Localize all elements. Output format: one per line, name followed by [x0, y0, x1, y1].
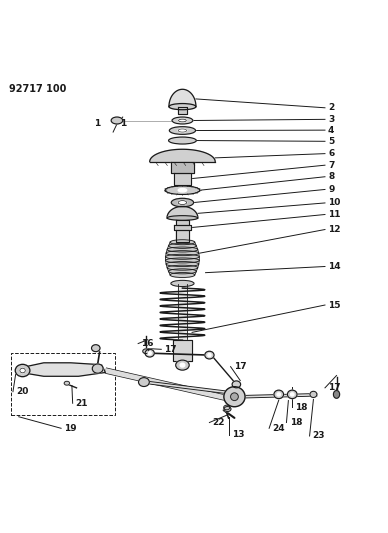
Ellipse shape [139, 378, 149, 386]
Ellipse shape [168, 137, 196, 144]
Ellipse shape [166, 262, 199, 266]
Polygon shape [178, 284, 187, 344]
Ellipse shape [169, 103, 196, 110]
Text: 20: 20 [16, 387, 28, 396]
Text: 11: 11 [328, 210, 341, 219]
Ellipse shape [168, 269, 196, 274]
Text: 19: 19 [64, 424, 77, 433]
Text: 92717 100: 92717 100 [9, 84, 66, 93]
Text: 1: 1 [94, 119, 100, 128]
Ellipse shape [310, 391, 317, 398]
Ellipse shape [170, 240, 195, 245]
Text: 12: 12 [328, 225, 341, 234]
Ellipse shape [172, 117, 193, 124]
Ellipse shape [167, 216, 198, 220]
Polygon shape [178, 107, 187, 114]
Text: 8: 8 [328, 172, 334, 181]
Polygon shape [167, 206, 198, 218]
Text: 4: 4 [328, 126, 334, 135]
Ellipse shape [333, 391, 340, 398]
Ellipse shape [171, 198, 194, 207]
Text: 5: 5 [328, 137, 334, 146]
Text: 17: 17 [165, 345, 177, 354]
Polygon shape [174, 225, 191, 230]
Ellipse shape [166, 254, 199, 259]
Ellipse shape [166, 251, 199, 256]
Polygon shape [17, 363, 106, 376]
Ellipse shape [180, 363, 185, 367]
Ellipse shape [169, 127, 196, 134]
Ellipse shape [166, 258, 199, 263]
Text: 17: 17 [328, 383, 341, 392]
Ellipse shape [223, 405, 230, 410]
Polygon shape [150, 149, 215, 161]
Ellipse shape [230, 393, 238, 401]
Ellipse shape [92, 345, 100, 352]
Ellipse shape [288, 390, 297, 399]
Ellipse shape [224, 407, 231, 411]
Ellipse shape [232, 381, 241, 388]
Ellipse shape [165, 186, 200, 195]
Ellipse shape [167, 247, 198, 252]
Polygon shape [174, 173, 191, 185]
Text: 2: 2 [328, 103, 334, 112]
Text: 9: 9 [328, 185, 334, 194]
Text: 23: 23 [313, 432, 325, 440]
Ellipse shape [170, 272, 195, 278]
Ellipse shape [176, 360, 189, 370]
Text: 14: 14 [328, 262, 341, 271]
Ellipse shape [178, 200, 187, 205]
Text: 6: 6 [328, 149, 334, 158]
Polygon shape [171, 161, 194, 173]
Ellipse shape [111, 117, 123, 124]
Text: 1: 1 [120, 119, 126, 128]
Text: 10: 10 [328, 198, 340, 207]
Ellipse shape [64, 381, 69, 385]
Ellipse shape [15, 365, 30, 377]
Text: 22: 22 [213, 418, 225, 427]
Text: 15: 15 [328, 301, 341, 310]
Ellipse shape [145, 349, 154, 357]
Ellipse shape [143, 349, 149, 353]
Ellipse shape [168, 244, 196, 248]
Ellipse shape [20, 368, 25, 373]
Ellipse shape [92, 364, 103, 373]
Ellipse shape [171, 280, 194, 287]
Polygon shape [169, 90, 196, 107]
Text: 13: 13 [232, 430, 244, 439]
Ellipse shape [224, 386, 245, 407]
Text: 3: 3 [328, 115, 334, 124]
Ellipse shape [208, 353, 211, 357]
Ellipse shape [167, 265, 198, 270]
Ellipse shape [291, 393, 294, 396]
Text: 16: 16 [141, 339, 154, 348]
Polygon shape [175, 220, 189, 225]
Text: 21: 21 [76, 399, 88, 408]
Polygon shape [176, 230, 189, 242]
Ellipse shape [148, 352, 151, 355]
Text: 18: 18 [289, 418, 302, 427]
Ellipse shape [277, 393, 281, 396]
Text: 18: 18 [295, 402, 308, 411]
Ellipse shape [178, 189, 187, 192]
Ellipse shape [178, 129, 187, 132]
Text: 7: 7 [328, 160, 334, 169]
Text: 17: 17 [234, 362, 246, 371]
Polygon shape [173, 340, 192, 361]
Ellipse shape [178, 119, 186, 122]
Ellipse shape [274, 390, 284, 399]
Ellipse shape [205, 351, 214, 359]
Text: 24: 24 [272, 424, 285, 433]
